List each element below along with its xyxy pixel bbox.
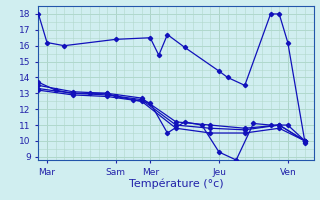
X-axis label: Température (°c): Température (°c)	[129, 178, 223, 189]
